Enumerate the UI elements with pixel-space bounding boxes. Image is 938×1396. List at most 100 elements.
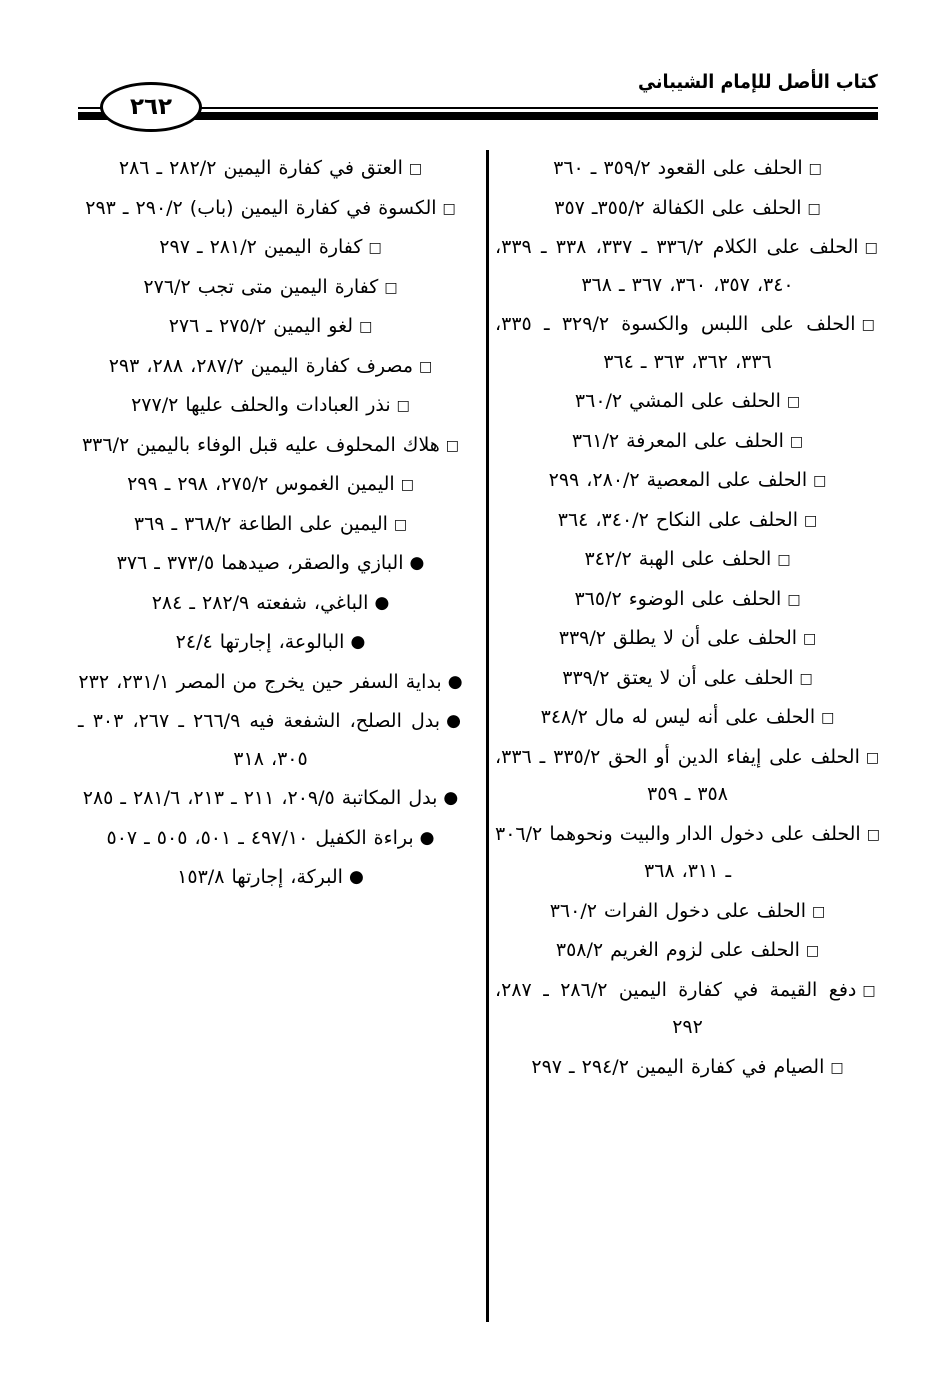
- index-entry-text: الحلف على الهبة ٣٤٢/٢: [584, 548, 772, 570]
- index-entry-text: الحلف على إيفاء الدين أو الحق ٣٣٥/٢ ـ ٣٣…: [495, 745, 860, 806]
- bullet-disc-icon: ●: [409, 553, 425, 573]
- index-entry[interactable]: □ الحلف على المشي ٣٦٠/٢: [495, 383, 880, 421]
- index-entry-text: براءة الكفيل ٤٩٧/١٠ ـ ٥٠١، ٥٠٥ ـ ٥٠٧: [106, 826, 414, 849]
- bullet-square-icon: □: [805, 943, 820, 959]
- header-rule-thick: [78, 112, 878, 120]
- bullet-square-icon: □: [861, 317, 880, 333]
- index-entry[interactable]: □ اليمين على الطاعة ٣٦٨/٢ ـ ٣٦٩: [78, 506, 463, 544]
- index-entry[interactable]: ●بداية السفر حين يخرج من المصر ٢٣١/١، ٢٣…: [78, 664, 463, 702]
- index-entry[interactable]: □ الحلف على أن لا يعتق ٣٣٩/٢: [495, 660, 880, 698]
- index-entry[interactable]: □ كفارة اليمين ٢٨١/٢ ـ ٢٩٧: [78, 229, 463, 267]
- index-column-left: □ العتق في كفارة اليمين ٢٨٢/٢ ـ ٢٨٦ □ الكسو…: [78, 150, 463, 899]
- index-entry-text: الحلف على أن لا يعتق ٣٣٩/٢: [562, 666, 794, 689]
- bullet-square-icon: □: [799, 670, 813, 687]
- index-entry-text: الحلف على المعصية ٢٨٠/٢، ٢٩٩: [548, 469, 808, 491]
- index-entry-text: الحلف على الكفالة ٣٥٥/٢ـ ٣٥٧: [554, 196, 802, 219]
- index-entry[interactable]: □ اليمين الغموس ٢٧٥/٢، ٢٩٨ ـ ٢٩٩: [78, 466, 463, 504]
- bullet-disc-icon: ●: [446, 711, 463, 731]
- bullet-disc-icon: ●: [350, 632, 366, 652]
- index-entry[interactable]: □ نذر العبادات والحلف عليها ٢٧٧/٢: [78, 387, 463, 425]
- index-entry[interactable]: ●بدل الصلح، الشفعة فيه ٢٦٦/٩ ـ ٢٦٧، ٣٠٣ …: [78, 703, 463, 778]
- index-entry[interactable]: □ الصيام في كفارة اليمين ٢٩٤/٢ ـ ٢٩٧: [495, 1049, 880, 1087]
- bullet-square-icon: □: [807, 200, 821, 217]
- index-entry[interactable]: □ الحلف على أنه ليس له مال ٣٤٨/٢: [495, 699, 880, 737]
- bullet-square-icon: □: [821, 710, 835, 726]
- index-entry[interactable]: □ الحلف على أن لا يطلق ٣٣٩/٢: [495, 620, 880, 658]
- index-entry[interactable]: □ الحلف على لزوم الغريم ٣٥٨/٢: [495, 932, 880, 970]
- bullet-square-icon: □: [419, 358, 433, 375]
- bullet-disc-icon: ●: [348, 867, 364, 887]
- index-entry-text: العتق في كفارة اليمين ٢٨٢/٢ ـ ٢٨٦: [118, 157, 403, 179]
- index-entry-text: البركة، إجارتها ١٥٣/٨: [177, 866, 343, 888]
- index-entry[interactable]: □ مصرف كفارة اليمين ٢٨٧/٢، ٢٨٨، ٢٩٣: [78, 348, 463, 386]
- bullet-disc-icon: ●: [447, 671, 463, 692]
- index-entry-text: نذر العبادات والحلف عليها ٢٧٧/٢: [131, 394, 391, 416]
- index-entry[interactable]: □ الحلف على القعود ٣٥٩/٢ ـ ٣٦٠: [495, 150, 880, 188]
- index-entry-text: بدل الصلح، الشفعة فيه ٢٦٦/٩ ـ ٢٦٧، ٣٠٣ ـ…: [78, 710, 441, 770]
- index-entry[interactable]: □ الحلف على النكاح ٣٤٠/٢، ٣٦٤: [495, 502, 880, 540]
- index-entry[interactable]: ●البازي والصقر، صيدهما ٣٧٣/٥ ـ ٣٧٦: [78, 545, 463, 583]
- index-entry-text: اليمين الغموس ٢٧٥/٢، ٢٩٨ ـ ٢٩٩: [127, 473, 395, 495]
- bullet-square-icon: □: [866, 826, 881, 843]
- bullet-square-icon: □: [786, 394, 801, 410]
- bullet-square-icon: □: [408, 161, 423, 177]
- bullet-square-icon: □: [787, 591, 801, 608]
- index-entry[interactable]: ●البركة، إجارتها ١٥٣/٨: [78, 859, 463, 897]
- bullet-square-icon: □: [368, 240, 382, 256]
- index-entry[interactable]: □ الحلف على المعرفة ٣٦١/٢: [495, 423, 880, 461]
- index-entry[interactable]: □ الحلف على اللبس والكسوة ٣٢٩/٢ ـ ٣٣٥، ٣٣…: [495, 306, 880, 381]
- index-entry-text: الحلف على المعرفة ٣٦١/٢: [571, 429, 784, 452]
- bullet-square-icon: □: [803, 631, 817, 647]
- bullet-square-icon: □: [396, 398, 410, 414]
- index-entry-text: دفع القيمة في كفارة اليمين ٢٨٦/٢ ـ ٢٨٧، …: [495, 978, 857, 1039]
- index-entry-text: الحلف على أنه ليس له مال ٣٤٨/٢: [540, 706, 816, 728]
- bullet-square-icon: □: [813, 473, 827, 489]
- index-entry[interactable]: □ لغو اليمين ٢٧٥/٢ ـ ٢٧٦: [78, 308, 463, 346]
- bullet-square-icon: □: [830, 1059, 844, 1076]
- bullet-square-icon: □: [393, 516, 408, 533]
- index-entry-text: البالوعة، إجارتها ٢٤/٤: [175, 631, 345, 653]
- bullet-square-icon: □: [862, 982, 880, 999]
- bullet-square-icon: □: [384, 279, 398, 296]
- index-entry[interactable]: □ هلاك المحلوف عليه قبل الوفاء باليمين ٣٣…: [78, 427, 463, 465]
- index-entry[interactable]: ●بدل المكاتبة ٢٠٩/٥، ٢١١ ـ ٢١٣، ٢٨١/٦ ـ …: [78, 780, 463, 818]
- index-entry[interactable]: □ كفارة اليمين متى تجب ٢٧٦/٢: [78, 269, 463, 307]
- book-title: كتاب الأصل للإمام الشيباني: [638, 71, 878, 93]
- index-entry[interactable]: □ الحلف على دخول الفرات ٣٦٠/٢: [495, 893, 880, 931]
- bullet-square-icon: □: [442, 200, 456, 217]
- index-entry-text: الباغي، شفعته ٢٨٢/٩ ـ ٢٨٤: [151, 591, 369, 614]
- index-entry[interactable]: □ الحلف على الكفالة ٣٥٥/٢ـ ٣٥٧: [495, 190, 880, 228]
- index-entry[interactable]: □ الحلف على المعصية ٢٨٠/٢، ٢٩٩: [495, 462, 880, 500]
- bullet-square-icon: □: [777, 552, 791, 568]
- index-entry[interactable]: ●البالوعة، إجارتها ٢٤/٤: [78, 624, 463, 662]
- index-entry[interactable]: □ دفع القيمة في كفارة اليمين ٢٨٦/٢ ـ ٢٨٧،…: [495, 972, 880, 1047]
- index-entry-text: الحلف على النكاح ٣٤٠/٢، ٣٦٤: [557, 508, 799, 531]
- index-entry-text: الحلف على دخول الفرات ٣٦٠/٢: [549, 899, 807, 922]
- index-entry[interactable]: □ الحلف على الوضوء ٣٦٥/٢: [495, 581, 880, 619]
- column-divider: [486, 150, 489, 1322]
- index-entry-text: الحلف على المشي ٣٦٠/٢: [574, 390, 781, 412]
- index-entry[interactable]: □ الحلف على دخول الدار والبيت ونحوهما ٣٠٦…: [495, 816, 880, 891]
- index-entry[interactable]: □ العتق في كفارة اليمين ٢٨٢/٢ ـ ٢٨٦: [78, 150, 463, 188]
- header-rule-thin: [78, 107, 878, 109]
- index-entry-text: بدل المكاتبة ٢٠٩/٥، ٢١١ ـ ٢١٣، ٢٨١/٦ ـ ٢…: [82, 787, 438, 809]
- index-entry[interactable]: □ الحلف على الكلام ٣٣٦/٢ ـ ٣٣٧، ٣٣٨ ـ ٣٣٩…: [495, 229, 880, 304]
- index-entry-text: الحلف على الوضوء ٣٦٥/٢: [574, 587, 782, 610]
- index-entry[interactable]: □ الكسوة في كفارة اليمين (باب) ٢٩٠/٢ ـ ٢٩…: [78, 190, 463, 228]
- index-entry-text: لغو اليمين ٢٧٥/٢ ـ ٢٧٦: [168, 315, 354, 337]
- index-entry[interactable]: □ الحلف على الهبة ٣٤٢/٢: [495, 541, 880, 579]
- index-entry[interactable]: ●الباغي، شفعته ٢٨٢/٩ ـ ٢٨٤: [78, 585, 463, 623]
- bullet-square-icon: □: [808, 161, 822, 177]
- bullet-square-icon: □: [864, 240, 880, 256]
- index-columns: □ الحلف على القعود ٣٥٩/٢ ـ ٣٦٠ □ الحلف على …: [78, 150, 880, 1340]
- bullet-square-icon: □: [445, 437, 460, 454]
- index-entry-text: الحلف على القعود ٣٥٩/٢ ـ ٣٦٠: [553, 157, 803, 179]
- index-entry-text: الحلف على أن لا يطلق ٣٣٩/٢: [558, 627, 798, 649]
- index-entry[interactable]: ●براءة الكفيل ٤٩٧/١٠ ـ ٥٠١، ٥٠٥ ـ ٥٠٧: [78, 820, 463, 858]
- index-entry[interactable]: □ الحلف على إيفاء الدين أو الحق ٣٣٥/٢ ـ ٣…: [495, 739, 880, 814]
- index-entry-text: الحلف على اللبس والكسوة ٣٢٩/٢ ـ ٣٣٥، ٣٣٦…: [495, 313, 856, 373]
- index-entry-text: الحلف على دخول الدار والبيت ونحوهما ٣٠٦/…: [495, 822, 861, 883]
- bullet-disc-icon: ●: [419, 827, 435, 848]
- index-column-right: □ الحلف على القعود ٣٥٩/٢ ـ ٣٦٠ □ الحلف على …: [495, 150, 880, 1088]
